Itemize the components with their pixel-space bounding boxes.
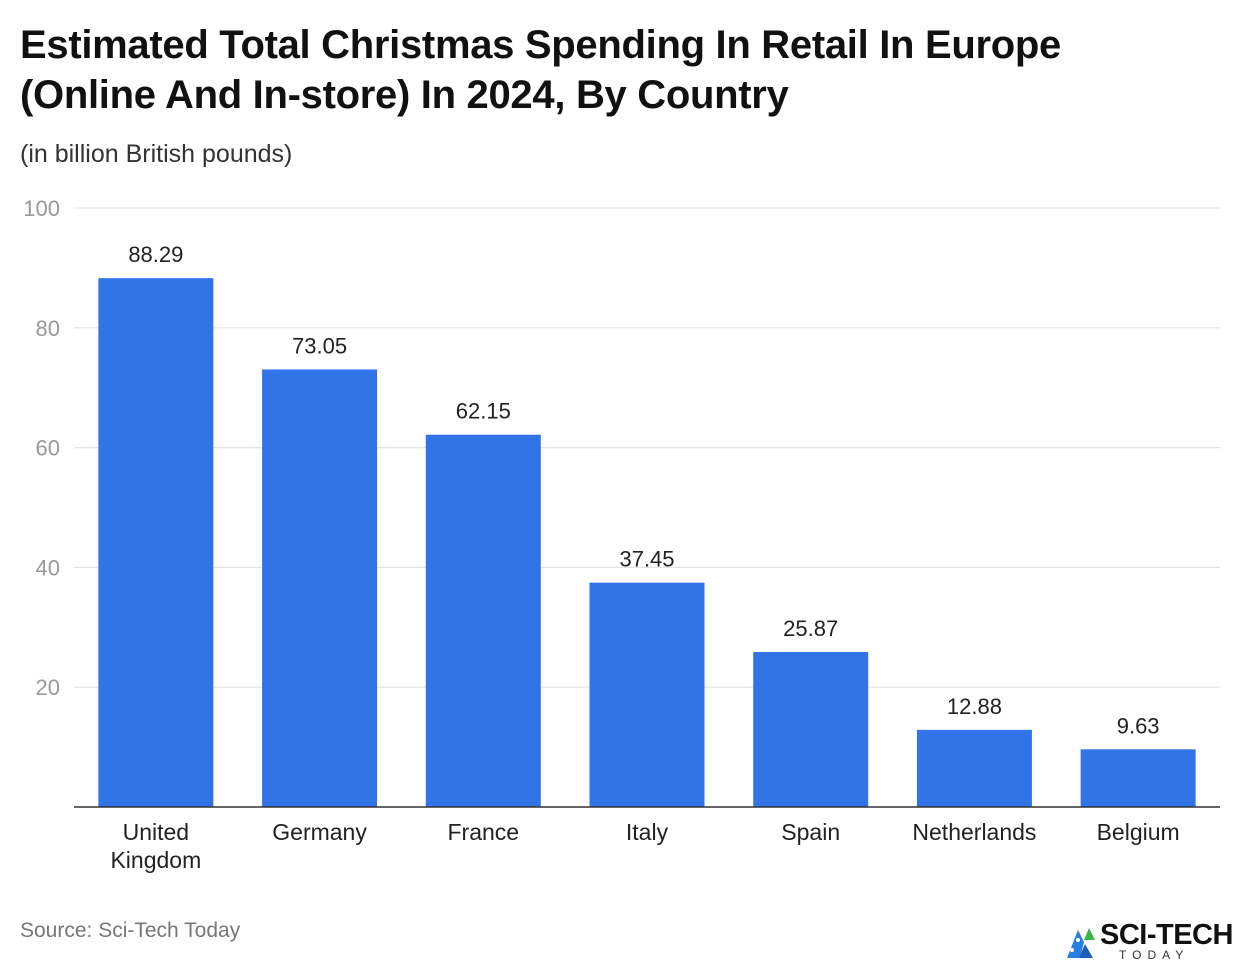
source-note: Source: Sci-Tech Today [20,919,241,942]
bar [916,729,1032,807]
chart-subtitle: (in billion British pounds) [20,140,293,168]
logo-text: SCI-TECH [1100,919,1233,951]
x-tick-label: United [123,819,189,845]
x-tick-label: Spain [781,819,840,845]
data-label: 37.45 [619,547,674,572]
bar [1080,749,1196,807]
data-label: 9.63 [1117,713,1160,738]
bar [425,434,541,807]
x-tick-label: Belgium [1097,819,1180,845]
bar [262,369,378,807]
brand-logo: SCI-TECH TODAY [1062,918,1238,964]
data-label: 88.29 [128,242,183,267]
y-tick-label: 60 [36,436,60,461]
data-label: 25.87 [783,616,838,641]
y-tick-label: 40 [36,555,60,580]
logo-subtext: TODAY [1119,948,1190,962]
x-tick-label: France [447,819,519,845]
data-label: 73.05 [292,333,347,358]
x-tick-label: Germany [272,819,367,845]
chart-title: Estimated Total Christmas Spending In Re… [20,23,1061,117]
bar [98,278,214,807]
y-tick-label: 80 [36,316,60,341]
y-tick-label: 20 [36,675,60,700]
data-label: 62.15 [456,399,511,424]
x-tick-label: Italy [626,819,669,845]
sci-tech-logo-icon [1067,928,1095,958]
y-tick-label: 100 [23,196,60,221]
x-tick-label: Netherlands [912,819,1036,845]
bar [753,652,869,807]
x-tick-label: Kingdom [110,847,201,873]
data-label: 12.88 [947,694,1002,719]
bar [589,582,705,807]
